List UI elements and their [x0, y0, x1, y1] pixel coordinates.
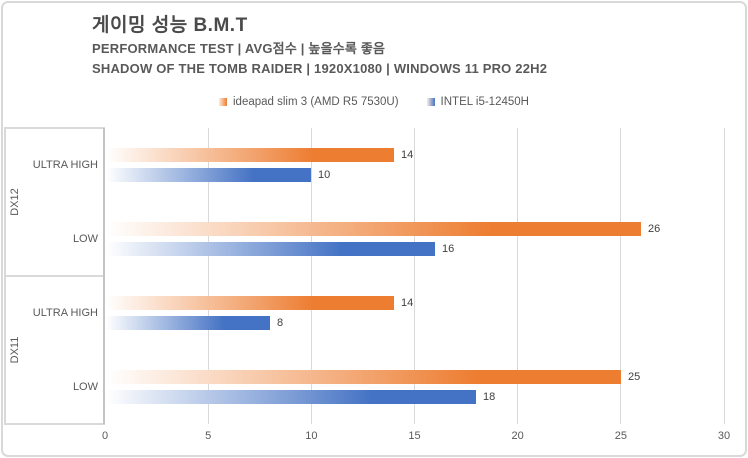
x-tick-label: 10 [305, 430, 318, 442]
gridline [310, 128, 312, 424]
bar-value-label: 16 [442, 243, 455, 255]
gridline [207, 128, 209, 424]
chart-subtitle-line2: SHADOW OF THE TOMB RAIDER | 1920X1080 | … [92, 61, 548, 76]
category-axis-separator [4, 423, 105, 425]
legend-swatch-icon [426, 98, 435, 106]
category-axis-separator [4, 127, 105, 129]
bar-value-label: 26 [648, 223, 661, 235]
bar-blue [106, 316, 270, 330]
value-axis-line [103, 128, 105, 424]
group-label: DX11 [9, 336, 21, 364]
category-axis-separator [4, 275, 105, 277]
category-label: ULTRA HIGH [32, 307, 98, 319]
bar-blue [106, 390, 476, 404]
x-tick-label: 5 [205, 430, 212, 442]
legend-label: ideapad slim 3 (AMD R5 7530U) [233, 96, 399, 108]
bar-value-label: 18 [483, 391, 496, 403]
group-label: DX12 [9, 188, 21, 216]
bar-value-label: 25 [628, 371, 641, 383]
legend-swatch-icon [219, 98, 227, 106]
bar-value-label: 14 [401, 297, 414, 309]
x-tick-label: 0 [101, 430, 109, 442]
chart-subtitle-line1: PERFORMANCE TEST | AVG점수 | 높을수록 좋음 [92, 41, 386, 56]
gridline [517, 128, 519, 424]
legend-item: ideapad slim 3 (AMD R5 7530U) [219, 96, 399, 108]
title-block: 게이밍 성능 B.M.T PERFORMANCE TEST | AVG점수 | … [92, 13, 547, 79]
category-label: LOW [72, 381, 98, 393]
x-tick-label: 25 [614, 430, 627, 442]
legend: ideapad slim 3 (AMD R5 7530U) INTEL i5-12… [0, 92, 748, 112]
bar-value-label: 8 [277, 317, 284, 329]
gridline [723, 128, 725, 424]
bar-value-label: 14 [401, 149, 414, 161]
gridline [414, 128, 415, 424]
bar-orange [106, 148, 394, 162]
category-label: ULTRA HIGH [32, 159, 98, 171]
bar-orange [106, 370, 621, 384]
bar-blue [106, 168, 311, 182]
category-label: LOW [72, 233, 98, 245]
legend-label: INTEL i5-12450H [440, 96, 529, 108]
chart-title: 게이밍 성능 B.M.T [92, 15, 248, 36]
bar-orange [106, 296, 394, 310]
bar-value-label: 10 [318, 169, 331, 181]
x-tick-label: 30 [717, 430, 731, 442]
gridline [620, 128, 622, 424]
bar-orange [106, 222, 641, 236]
x-tick-label: 20 [511, 430, 524, 442]
legend-item: INTEL i5-12450H [426, 96, 529, 108]
bar-blue [106, 242, 435, 256]
x-tick-label: 15 [408, 430, 421, 442]
